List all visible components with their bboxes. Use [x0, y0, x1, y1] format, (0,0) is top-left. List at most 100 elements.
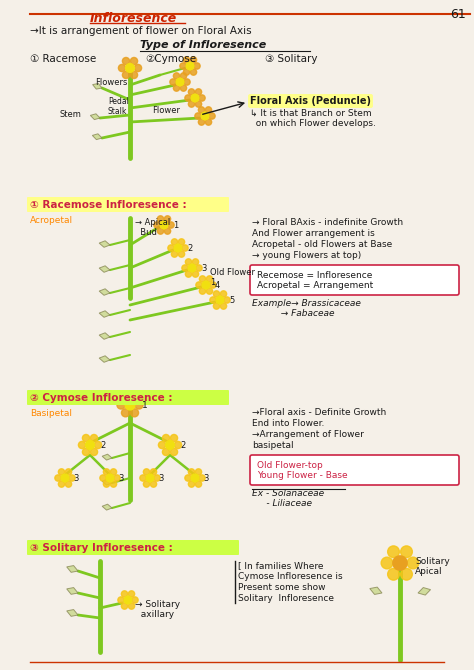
Circle shape	[168, 222, 174, 228]
Circle shape	[135, 64, 142, 72]
Circle shape	[206, 276, 213, 282]
Circle shape	[185, 475, 191, 481]
Circle shape	[163, 434, 170, 442]
Circle shape	[135, 401, 143, 409]
Circle shape	[122, 58, 129, 65]
Text: ↳ It is that Branch or Stem
  on which Flower develops.: ↳ It is that Branch or Stem on which Flo…	[250, 109, 376, 129]
Circle shape	[150, 469, 156, 475]
Circle shape	[171, 251, 178, 257]
Circle shape	[180, 63, 186, 69]
Circle shape	[183, 57, 190, 63]
Text: 4: 4	[215, 281, 220, 290]
Circle shape	[150, 481, 156, 487]
Circle shape	[205, 119, 212, 125]
Polygon shape	[102, 479, 112, 485]
Circle shape	[381, 557, 393, 569]
Text: →Floral axis - Definite Growth: →Floral axis - Definite Growth	[252, 408, 386, 417]
Circle shape	[125, 400, 135, 410]
Polygon shape	[92, 84, 102, 89]
Circle shape	[180, 85, 187, 91]
Circle shape	[140, 475, 146, 481]
Text: 61: 61	[450, 8, 466, 21]
Circle shape	[110, 469, 117, 475]
Circle shape	[58, 481, 64, 487]
Circle shape	[126, 64, 135, 72]
Text: Type of Infloresence: Type of Infloresence	[140, 40, 266, 50]
Circle shape	[94, 442, 101, 449]
Circle shape	[117, 401, 125, 409]
Circle shape	[401, 546, 412, 557]
Text: →It is arrangement of flower on Floral Axis: →It is arrangement of flower on Floral A…	[30, 26, 252, 36]
Circle shape	[220, 303, 227, 310]
Circle shape	[173, 73, 180, 79]
Polygon shape	[370, 587, 382, 594]
Text: Recemose = Infloresence
Acropetal = Arrangement: Recemose = Infloresence Acropetal = Arra…	[257, 271, 373, 290]
Circle shape	[183, 69, 190, 75]
Circle shape	[188, 101, 195, 107]
Circle shape	[195, 89, 201, 95]
Circle shape	[195, 469, 201, 475]
Circle shape	[154, 475, 160, 481]
Circle shape	[65, 469, 72, 475]
Text: Solitary  Infloresence: Solitary Infloresence	[238, 594, 334, 603]
Circle shape	[213, 303, 219, 310]
Text: 2: 2	[100, 441, 105, 450]
Text: Present some show: Present some show	[238, 583, 326, 592]
Circle shape	[158, 442, 165, 449]
Text: → Solitary
  axillary: → Solitary axillary	[135, 600, 180, 619]
Circle shape	[188, 469, 195, 475]
Text: 2: 2	[187, 244, 192, 253]
Circle shape	[121, 603, 128, 609]
Circle shape	[191, 474, 199, 482]
FancyBboxPatch shape	[250, 265, 459, 295]
Circle shape	[168, 245, 174, 251]
Text: ① Racemose Infloresence :: ① Racemose Infloresence :	[30, 200, 187, 210]
Text: ③ Solitary Infloresence :: ③ Solitary Infloresence :	[30, 543, 173, 553]
Circle shape	[216, 296, 224, 304]
Text: 1: 1	[173, 221, 178, 230]
Circle shape	[180, 73, 187, 79]
Circle shape	[178, 251, 185, 257]
Text: → Apical
  Bud: → Apical Bud	[135, 218, 170, 237]
Text: 3: 3	[201, 264, 206, 273]
Text: Acropetal - old Flowers at Base: Acropetal - old Flowers at Base	[252, 240, 392, 249]
Polygon shape	[91, 114, 100, 120]
Circle shape	[195, 113, 201, 119]
Circle shape	[128, 603, 135, 609]
Circle shape	[130, 393, 138, 401]
Circle shape	[182, 265, 188, 271]
Circle shape	[146, 474, 154, 482]
Circle shape	[103, 481, 109, 487]
Circle shape	[82, 434, 90, 442]
Circle shape	[157, 216, 164, 222]
Circle shape	[196, 282, 202, 288]
Circle shape	[200, 276, 206, 282]
Circle shape	[176, 78, 184, 86]
Text: Floral Axis (Peduncle): Floral Axis (Peduncle)	[250, 96, 371, 106]
Circle shape	[184, 79, 190, 85]
Text: 3: 3	[158, 474, 164, 483]
Circle shape	[192, 271, 199, 277]
Circle shape	[192, 259, 199, 265]
Text: 1: 1	[142, 401, 148, 410]
Circle shape	[198, 119, 205, 125]
Circle shape	[206, 288, 213, 294]
Circle shape	[61, 474, 69, 482]
Circle shape	[202, 281, 210, 289]
FancyBboxPatch shape	[27, 390, 229, 405]
Text: Cymose Infloresence is: Cymose Infloresence is	[238, 572, 343, 581]
Text: 3: 3	[73, 474, 78, 483]
Text: 3: 3	[118, 474, 123, 483]
Circle shape	[401, 568, 412, 580]
Circle shape	[200, 288, 206, 294]
Circle shape	[164, 216, 171, 222]
Circle shape	[69, 475, 75, 481]
Text: Stem: Stem	[60, 110, 82, 119]
Circle shape	[121, 393, 129, 401]
Circle shape	[191, 57, 197, 63]
Circle shape	[185, 95, 191, 101]
Text: Example→ Brassicaceae
          → Fabaceae: Example→ Brassicaceae → Fabaceae	[252, 299, 361, 318]
Circle shape	[210, 282, 216, 288]
Text: Flowers: Flowers	[95, 78, 128, 87]
FancyBboxPatch shape	[27, 540, 239, 555]
